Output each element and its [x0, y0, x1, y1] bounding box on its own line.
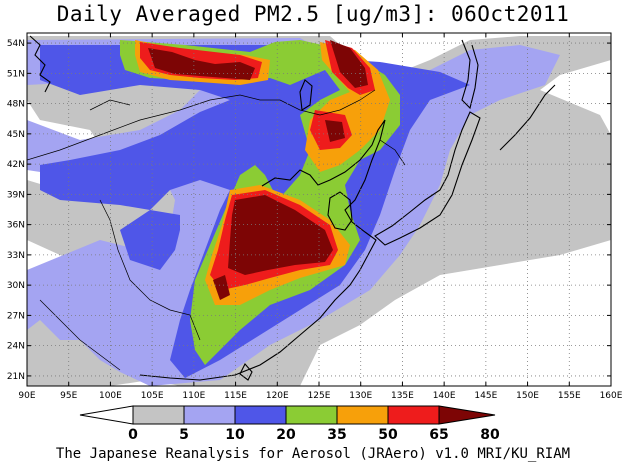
- map-title: Daily Averaged PM2.5 [ug/m3]: 06Oct2011: [56, 2, 570, 26]
- lon-tick-label: 120E: [266, 391, 289, 401]
- colorbar-segment: [387, 405, 440, 425]
- lat-tick-label: 42N: [7, 160, 25, 170]
- colorbar-label: 65: [429, 427, 448, 443]
- coastlines: [29, 35, 556, 381]
- colorbar-segment: [438, 405, 496, 425]
- colorbar-label: 0: [128, 427, 138, 443]
- colorbar-labels: 0 5 10 20 35 50 65 80: [128, 427, 500, 443]
- lat-tick-label: 21N: [7, 372, 25, 382]
- lat-tick-label: 39N: [7, 190, 25, 200]
- lon-tick-label: 130E: [349, 391, 372, 401]
- lon-tick-label: 100E: [99, 391, 122, 401]
- colorbar-segment: [234, 405, 287, 425]
- colorbar-segment: [285, 405, 338, 425]
- colorbar-segment: [183, 405, 236, 425]
- colorbar-label: 35: [327, 427, 346, 443]
- lon-tick-labels: 90E 95E 100E 105E 110E 115E 120E 125E 130E 135E 14…: [18, 391, 622, 401]
- lon-tick-label: 155E: [558, 391, 581, 401]
- lat-tick-label: 45N: [7, 130, 25, 140]
- lon-tick-label: 140E: [433, 391, 456, 401]
- colorbar-segment: [79, 405, 134, 425]
- data-credit: The Japanese Reanalysis for Aerosol (JRA…: [55, 446, 571, 462]
- lat-tick-label: 54N: [7, 39, 25, 49]
- colorbar-label: 80: [480, 427, 500, 443]
- lon-tick-label: 150E: [516, 391, 539, 401]
- lon-tick-label: 160E: [600, 391, 623, 401]
- colorbar: [79, 405, 496, 425]
- colorbar-label: 20: [276, 427, 296, 443]
- graticule: [27, 33, 611, 386]
- lon-tick-label: 110E: [182, 391, 205, 401]
- colorbar-label: 5: [179, 427, 189, 443]
- lat-tick-label: 51N: [7, 69, 25, 79]
- lat-tick-label: 48N: [7, 100, 25, 110]
- lat-tick-label: 36N: [7, 221, 25, 231]
- lon-tick-label: 145E: [474, 391, 497, 401]
- lat-tick-label: 27N: [7, 311, 25, 321]
- lat-tick-labels: 54N 51N 48N 45N 42N 39N 36N 33N 30N 27N 24N 21N: [7, 39, 25, 382]
- colorbar-label: 50: [378, 427, 398, 443]
- axis-ticks: [26, 33, 612, 386]
- lon-tick-label: 125E: [308, 391, 331, 401]
- lon-tick-label: 90E: [18, 391, 35, 401]
- lon-tick-label: 135E: [391, 391, 414, 401]
- lat-tick-label: 24N: [7, 342, 25, 352]
- lon-tick-label: 115E: [224, 391, 247, 401]
- colorbar-label: 10: [225, 427, 245, 443]
- colorbar-segment: [336, 405, 389, 425]
- lat-tick-label: 30N: [7, 281, 25, 291]
- contour-80: [148, 40, 368, 300]
- lon-tick-label: 95E: [60, 391, 77, 401]
- lon-tick-label: 105E: [141, 391, 164, 401]
- lat-tick-label: 33N: [7, 251, 25, 261]
- colorbar-segment: [132, 405, 185, 425]
